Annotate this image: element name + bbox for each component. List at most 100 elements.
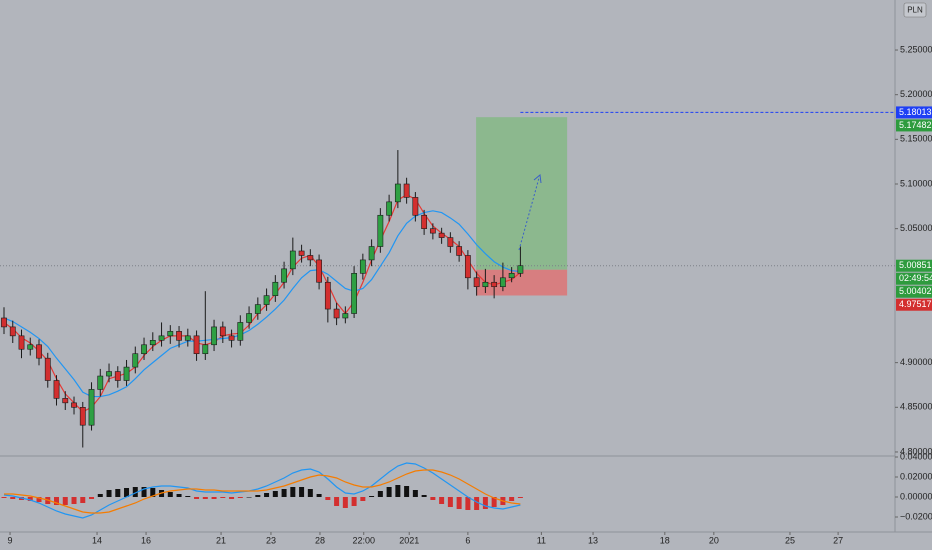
candle-body — [351, 273, 357, 314]
candle-body — [18, 335, 25, 350]
price-badge — [896, 285, 932, 298]
macd-histogram-bar — [299, 487, 305, 497]
signal-line — [4, 469, 521, 514]
macd-histogram-bar — [281, 489, 287, 497]
macd-histogram-bar — [351, 497, 357, 506]
macd-histogram-bar — [517, 497, 523, 498]
macd-histogram-bar — [27, 497, 33, 501]
macd-line — [3, 462, 521, 519]
candle-body — [36, 344, 42, 359]
candle-body — [1, 317, 7, 328]
macd-histogram-bar — [115, 489, 121, 497]
candle-body — [281, 268, 287, 283]
candle-body — [368, 246, 375, 261]
candle-body — [377, 214, 384, 247]
candle-body — [438, 232, 445, 238]
macd-histogram-bar — [395, 485, 401, 497]
candle-body — [447, 237, 454, 247]
y-tick-label: 4.85000 — [900, 402, 932, 412]
macd-histogram-bar — [176, 494, 182, 497]
macd-histogram-bar — [342, 497, 348, 508]
macd-histogram-bar — [430, 497, 436, 500]
candle-body — [272, 281, 279, 296]
macd-histogram-bar — [290, 487, 296, 497]
candle-body — [132, 353, 139, 368]
candle-body — [429, 228, 436, 234]
axes: 5.25000 5.20000 5.15000 5.10000 5.05000 4.900… — [8, 44, 932, 545]
price-badge-label: 5.00851 — [899, 260, 932, 270]
macd-histogram-bar — [167, 492, 173, 497]
macd-histogram-bar — [509, 497, 515, 501]
macd-histogram-bar — [412, 490, 418, 497]
macd-histogram-bar — [132, 487, 138, 497]
position-tool[interactable] — [476, 117, 568, 296]
macd-histogram-bar — [272, 491, 278, 497]
macd-histogram-bar — [62, 497, 68, 505]
macd-y-tick-label: 0.00000 — [900, 491, 932, 501]
candle-body — [342, 313, 349, 319]
x-tick-label: 9 — [8, 535, 13, 545]
y-tick-label: 5.10000 — [900, 178, 932, 188]
macd-histogram-bar — [71, 497, 77, 504]
candle-body — [141, 344, 147, 355]
x-tick-label: 22:00 — [352, 535, 375, 545]
x-tick-label: 2021 — [399, 535, 419, 545]
macd-histogram-bar — [377, 491, 383, 497]
macd-histogram-bar — [264, 493, 270, 497]
macd-histogram-bar — [185, 496, 191, 497]
currency-label: PLN — [907, 6, 923, 15]
price-badge-label: 5.18013 — [899, 107, 932, 117]
macd-histogram-bar — [10, 497, 16, 499]
candle-body — [333, 308, 340, 319]
macd-histogram-bar — [246, 497, 252, 498]
macd-histogram-bar — [255, 495, 261, 497]
candle-body — [254, 304, 261, 314]
x-tick-label: 6 — [465, 535, 470, 545]
y-tick-label: 5.15000 — [900, 134, 932, 144]
candle-body — [44, 357, 51, 381]
x-tick-label: 20 — [709, 535, 719, 545]
macd-histogram-bar — [334, 497, 340, 506]
x-tick-label: 23 — [266, 535, 276, 545]
macd-histogram-bar — [194, 497, 200, 499]
price-badge — [896, 106, 932, 119]
x-tick-label: 21 — [216, 535, 226, 545]
macd-histogram-bar — [36, 497, 42, 502]
macd-histogram-bar — [482, 497, 488, 509]
candle-body — [508, 273, 515, 279]
macd-histogram-bar — [456, 497, 462, 509]
candle-body — [149, 340, 156, 346]
macd-histogram-bar — [211, 497, 217, 499]
macd-y-tick-label: −0.02000 — [900, 511, 932, 521]
macd-histogram-bar — [141, 487, 147, 497]
candle-body — [246, 313, 252, 323]
price-badge-label: 5.00402 — [899, 286, 932, 296]
candle-body — [167, 331, 174, 337]
x-tick-label: 18 — [660, 535, 670, 545]
candle-body — [79, 407, 86, 426]
y-tick-label: 5.05000 — [900, 223, 932, 233]
projection-arrow — [518, 177, 540, 251]
macd-histogram-bar — [150, 488, 156, 497]
candle-body — [517, 265, 524, 274]
candle-body — [473, 277, 480, 288]
macd-histogram-bar — [386, 487, 392, 497]
macd-y-tick-label: 0.02000 — [900, 471, 932, 481]
candle-body — [184, 335, 191, 341]
price-badge-label: 5.17482 — [899, 120, 932, 130]
candle-body — [386, 201, 393, 216]
candle-body — [324, 281, 331, 310]
macd-histogram-bar — [229, 497, 235, 499]
profit-zone[interactable] — [476, 117, 568, 270]
macd-histogram-bar — [202, 497, 208, 499]
candle-body — [482, 281, 489, 288]
candle-body — [412, 197, 419, 216]
macd-histogram-bar — [97, 494, 103, 497]
candle-body — [62, 398, 69, 404]
macd-histogram-bar — [474, 497, 480, 510]
macd-histogram-bar — [447, 497, 453, 507]
currency-box[interactable] — [903, 2, 927, 18]
main-pane — [0, 111, 895, 448]
candle-body — [193, 335, 200, 355]
